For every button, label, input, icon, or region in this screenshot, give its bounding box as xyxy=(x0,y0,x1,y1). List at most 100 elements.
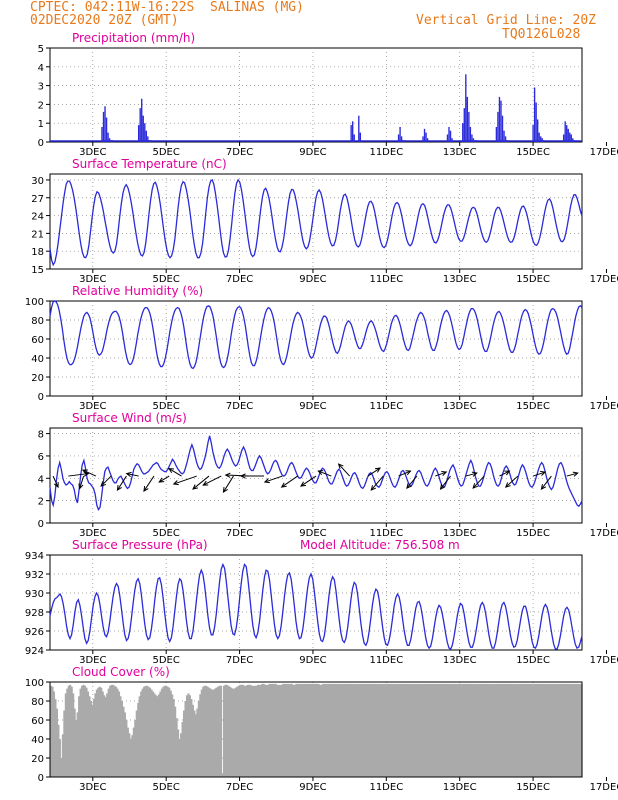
cloud-bar xyxy=(89,701,92,777)
cloud-bar xyxy=(323,683,326,777)
cloud-bar xyxy=(379,683,382,777)
wind-arrow-head xyxy=(192,484,198,490)
panel-title: Relative Humidity (%) xyxy=(72,284,203,298)
y-tick-label: 3 xyxy=(38,82,44,93)
cloud-bar xyxy=(120,701,124,777)
cloud-bar xyxy=(338,683,341,777)
cloud-bar xyxy=(181,721,184,777)
cloud-bar xyxy=(98,686,101,777)
cloud-bar xyxy=(123,712,126,777)
cloud-bar xyxy=(406,683,409,777)
cloud-bar xyxy=(363,683,366,777)
precip-bar xyxy=(426,138,429,142)
cloud-bar xyxy=(336,683,339,777)
cloud-bar xyxy=(55,708,58,777)
cloud-bar xyxy=(82,684,85,777)
cloud-bar xyxy=(116,688,119,777)
cloud-bar xyxy=(375,683,378,777)
x-tick-label: 9DEC xyxy=(299,401,326,412)
precip-bar xyxy=(145,130,147,142)
wind-arrow-shaft xyxy=(192,475,210,490)
precip-bar xyxy=(541,138,543,142)
x-tick-label: 15DEC xyxy=(516,147,550,158)
precip-bar xyxy=(448,126,450,142)
precip-bar xyxy=(570,134,572,142)
cloud-bar xyxy=(441,683,444,777)
cloud-bar xyxy=(317,683,320,777)
cloud-bar xyxy=(369,683,372,777)
cloud-bar xyxy=(109,685,112,777)
panel-title: Surface Pressure (hPa) xyxy=(72,538,208,552)
precip-bar xyxy=(399,126,401,142)
cloud-bar xyxy=(265,684,268,777)
precip-bar xyxy=(102,111,105,142)
cloud-bar xyxy=(357,683,360,777)
y-tick-label: 18 xyxy=(31,247,44,258)
x-tick-label: 15DEC xyxy=(516,528,550,539)
cloud-bar xyxy=(211,689,214,777)
cloud-bar xyxy=(51,686,54,777)
cloud-bar xyxy=(410,683,413,777)
cloud-bar xyxy=(522,683,525,777)
wind-arrow-head xyxy=(504,470,511,476)
cloud-bar xyxy=(214,688,217,777)
cloud-bar xyxy=(58,739,61,777)
cloud-bar xyxy=(259,684,262,777)
wind-arrow-shaft xyxy=(168,468,182,477)
cloud-bar xyxy=(293,684,296,777)
x-tick-label: 5DEC xyxy=(152,782,179,793)
panel-frame xyxy=(49,47,583,143)
cloud-bar xyxy=(537,683,540,777)
cloud-bar xyxy=(407,683,410,777)
cloud-bar xyxy=(548,683,551,777)
cloud-bar xyxy=(332,683,335,777)
cloud-bar xyxy=(559,683,562,777)
cloud-bar xyxy=(561,683,564,777)
cloud-bar xyxy=(209,688,212,777)
cloud-bar xyxy=(101,691,104,777)
cloud-bar xyxy=(358,683,361,777)
panel-title: Surface Wind (m/s) xyxy=(72,411,187,425)
precip-bar xyxy=(137,125,140,142)
precip-bar xyxy=(144,123,146,142)
wind-arrow-shaft xyxy=(281,475,298,488)
cloud-bar xyxy=(432,683,435,777)
cloud-bar xyxy=(129,739,132,777)
precip-bar xyxy=(538,132,540,142)
cloud-bar xyxy=(389,683,392,777)
x-tick-label: 11DEC xyxy=(369,274,403,285)
cloud-bar xyxy=(219,685,223,777)
precip-bar xyxy=(497,111,499,142)
y-tick-label: 5 xyxy=(38,44,44,55)
cloud-bar xyxy=(528,683,531,777)
wind-arrow-shaft xyxy=(440,475,451,490)
y-tick-label: 932 xyxy=(25,570,44,581)
cloud-bar xyxy=(284,683,288,777)
cloud-bar xyxy=(262,683,265,777)
y-tick-label: 930 xyxy=(25,589,44,600)
cloud-bar xyxy=(553,683,556,777)
cloud-bar xyxy=(178,739,181,777)
precip-bar xyxy=(400,136,403,142)
cloud-bar xyxy=(196,708,199,777)
cloud-bar xyxy=(95,689,98,777)
x-tick-label: 13DEC xyxy=(443,655,477,666)
precip-bar xyxy=(468,111,470,142)
cloud-bar xyxy=(271,683,274,777)
x-tick-label: 9DEC xyxy=(299,147,326,158)
wind-arrow-head xyxy=(81,469,88,475)
x-tick-label: 5DEC xyxy=(152,655,179,666)
cloud-bar xyxy=(174,706,177,777)
wind-arrow-shaft xyxy=(541,475,552,490)
cloud-bar xyxy=(329,683,332,777)
cloud-bar xyxy=(413,683,416,777)
cloud-bar xyxy=(509,683,512,777)
precip-bar xyxy=(425,132,427,142)
precip-bar xyxy=(532,125,534,142)
cloud-bar xyxy=(530,683,533,777)
cloud-bar xyxy=(296,683,299,777)
cloud-bar xyxy=(76,712,79,777)
cloud-bar xyxy=(125,720,128,777)
cloud-bar xyxy=(552,683,555,777)
